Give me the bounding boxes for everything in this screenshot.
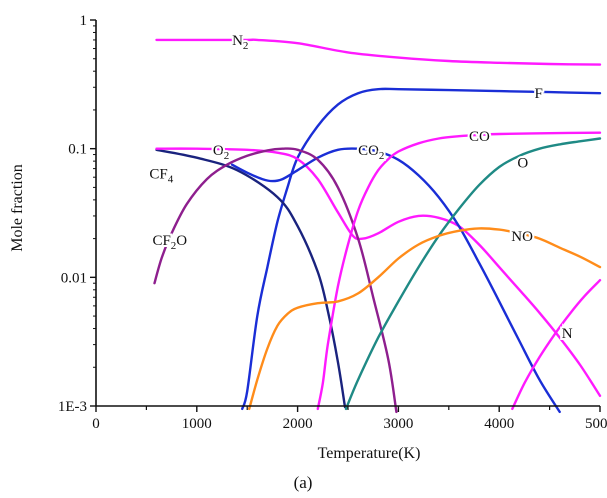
series-label-base: CO	[358, 143, 379, 159]
series-label-co: CO	[469, 129, 490, 145]
series-label-subscript: 2	[379, 150, 385, 162]
series-label-base: NO	[511, 229, 533, 245]
series-label-base: N	[232, 33, 243, 49]
series-label-f: F	[534, 86, 542, 102]
x-axis-title: Temperature(K)	[318, 445, 421, 462]
series-line-n2	[155, 38, 602, 66]
series-label-subscript: 2	[243, 40, 249, 52]
y-tick-label-2: 0.01	[61, 270, 87, 286]
series-line-o	[344, 137, 602, 411]
series-layer	[153, 38, 602, 414]
series-line-co2	[230, 147, 561, 414]
series-line-co	[316, 131, 602, 411]
series-label-base: CO	[469, 129, 490, 145]
series-label-base: F	[534, 86, 542, 102]
x-tick-label-3: 3000	[383, 416, 413, 432]
x-tick-label-2: 2000	[283, 416, 313, 432]
series-line-cf2o	[153, 147, 398, 414]
series-label-cf4: CF4	[149, 167, 173, 186]
ticks-layer: 0 1000 2000 3000 4000 5000 1 0.1 0.01 1E-3	[58, 13, 607, 432]
y-tick-label-3: 1E-3	[58, 399, 87, 415]
series-label-base: CF	[149, 167, 167, 183]
series-label-n2: N2	[232, 33, 248, 52]
x-tick-label-5: 5000	[585, 416, 607, 432]
series-line-f	[241, 87, 602, 411]
x-tick-label-0: 0	[92, 416, 100, 432]
series-label-subscript: 2	[171, 240, 177, 252]
series-label-base: O	[213, 143, 224, 159]
series-label-tail: O	[176, 233, 187, 249]
y-tick-label-1: 0.1	[68, 142, 87, 158]
y-tick-label-0: 1	[80, 13, 88, 29]
series-label-o2: O2	[213, 143, 229, 162]
series-label-subscript: 2	[224, 150, 230, 162]
x-tick-label-1: 1000	[182, 416, 212, 432]
series-label-base: CF	[152, 233, 170, 249]
series-line-no	[248, 227, 602, 411]
x-tick-label-4: 4000	[484, 416, 514, 432]
panel-label: (a)	[294, 473, 313, 492]
series-label-n: N	[562, 326, 573, 342]
series-line-o2	[155, 147, 602, 397]
series-line-n	[511, 279, 602, 411]
series-line-cf4	[155, 148, 347, 409]
series-label-co2: CO2	[358, 143, 384, 162]
series-label-cf2o: CF2O	[152, 233, 187, 252]
series-label-o: O	[517, 156, 528, 172]
y-axis-title: Mole fraction	[9, 164, 26, 252]
series-label-base: N	[562, 326, 573, 342]
series-label-subscript: 4	[168, 174, 174, 186]
series-label-base: O	[517, 156, 528, 172]
series-label-no: NO	[511, 229, 533, 245]
